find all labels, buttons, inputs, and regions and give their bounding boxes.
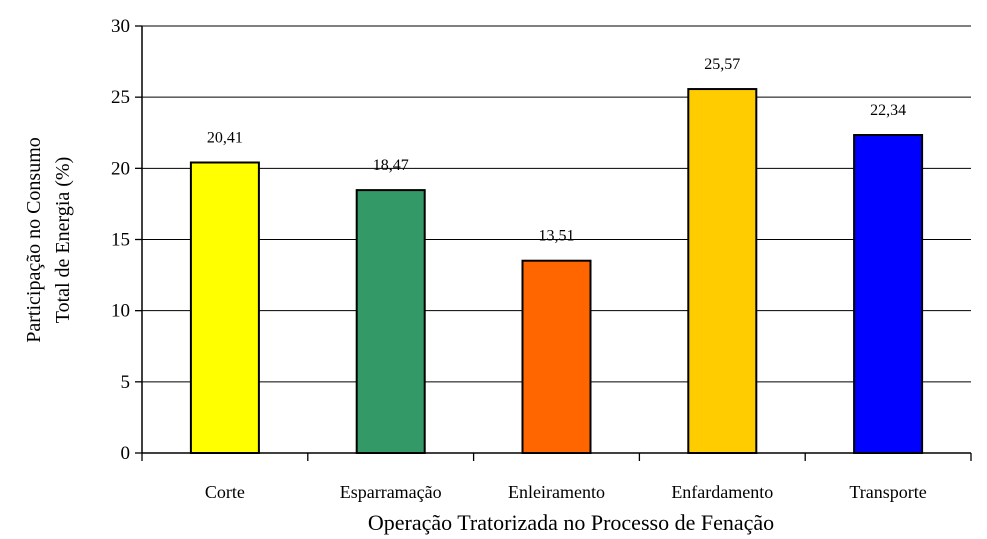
y-tick-label: 25 <box>111 87 130 108</box>
data-label: 18,47 <box>373 157 409 174</box>
category-label: Esparramação <box>340 482 442 502</box>
category-label: Corte <box>205 482 245 502</box>
bar <box>189 161 260 454</box>
y-tick-label: 20 <box>111 158 130 179</box>
bar <box>687 88 758 454</box>
y-tick-label: 5 <box>121 372 131 393</box>
bar <box>853 134 924 454</box>
x-axis-title: Operação Tratorizada no Processo de Fena… <box>368 510 774 535</box>
x-category-labels: Corte Esparramação Enleiramento Enfardament… <box>205 482 927 502</box>
y-tick-label: 15 <box>111 230 130 251</box>
data-labels: 20,41 18,47 13,51 25,57 22,34 <box>207 56 906 245</box>
gridlines <box>142 25 971 383</box>
bars <box>189 88 924 455</box>
y-tick-labels: 0 5 10 15 20 25 30 <box>111 16 130 464</box>
data-label: 22,34 <box>870 102 906 119</box>
y-tick-label: 30 <box>111 16 130 37</box>
bar <box>521 259 592 454</box>
y-axis-title-line-2: Total de Energia (%) <box>52 157 74 324</box>
y-tick-label: 0 <box>121 443 131 464</box>
y-tick-label: 10 <box>111 301 130 322</box>
data-label: 25,57 <box>704 56 740 73</box>
data-label: 13,51 <box>539 228 575 245</box>
category-label: Enfardamento <box>671 482 773 502</box>
bar <box>355 189 426 455</box>
axes <box>135 25 972 461</box>
y-axis-title-line-1: Participação no Consumo <box>23 137 45 343</box>
y-axis-title: Participação no Consumo Total de Energia… <box>23 137 74 343</box>
data-label: 20,41 <box>207 129 243 146</box>
category-label: Enleiramento <box>508 482 605 502</box>
category-label: Transporte <box>849 482 926 502</box>
